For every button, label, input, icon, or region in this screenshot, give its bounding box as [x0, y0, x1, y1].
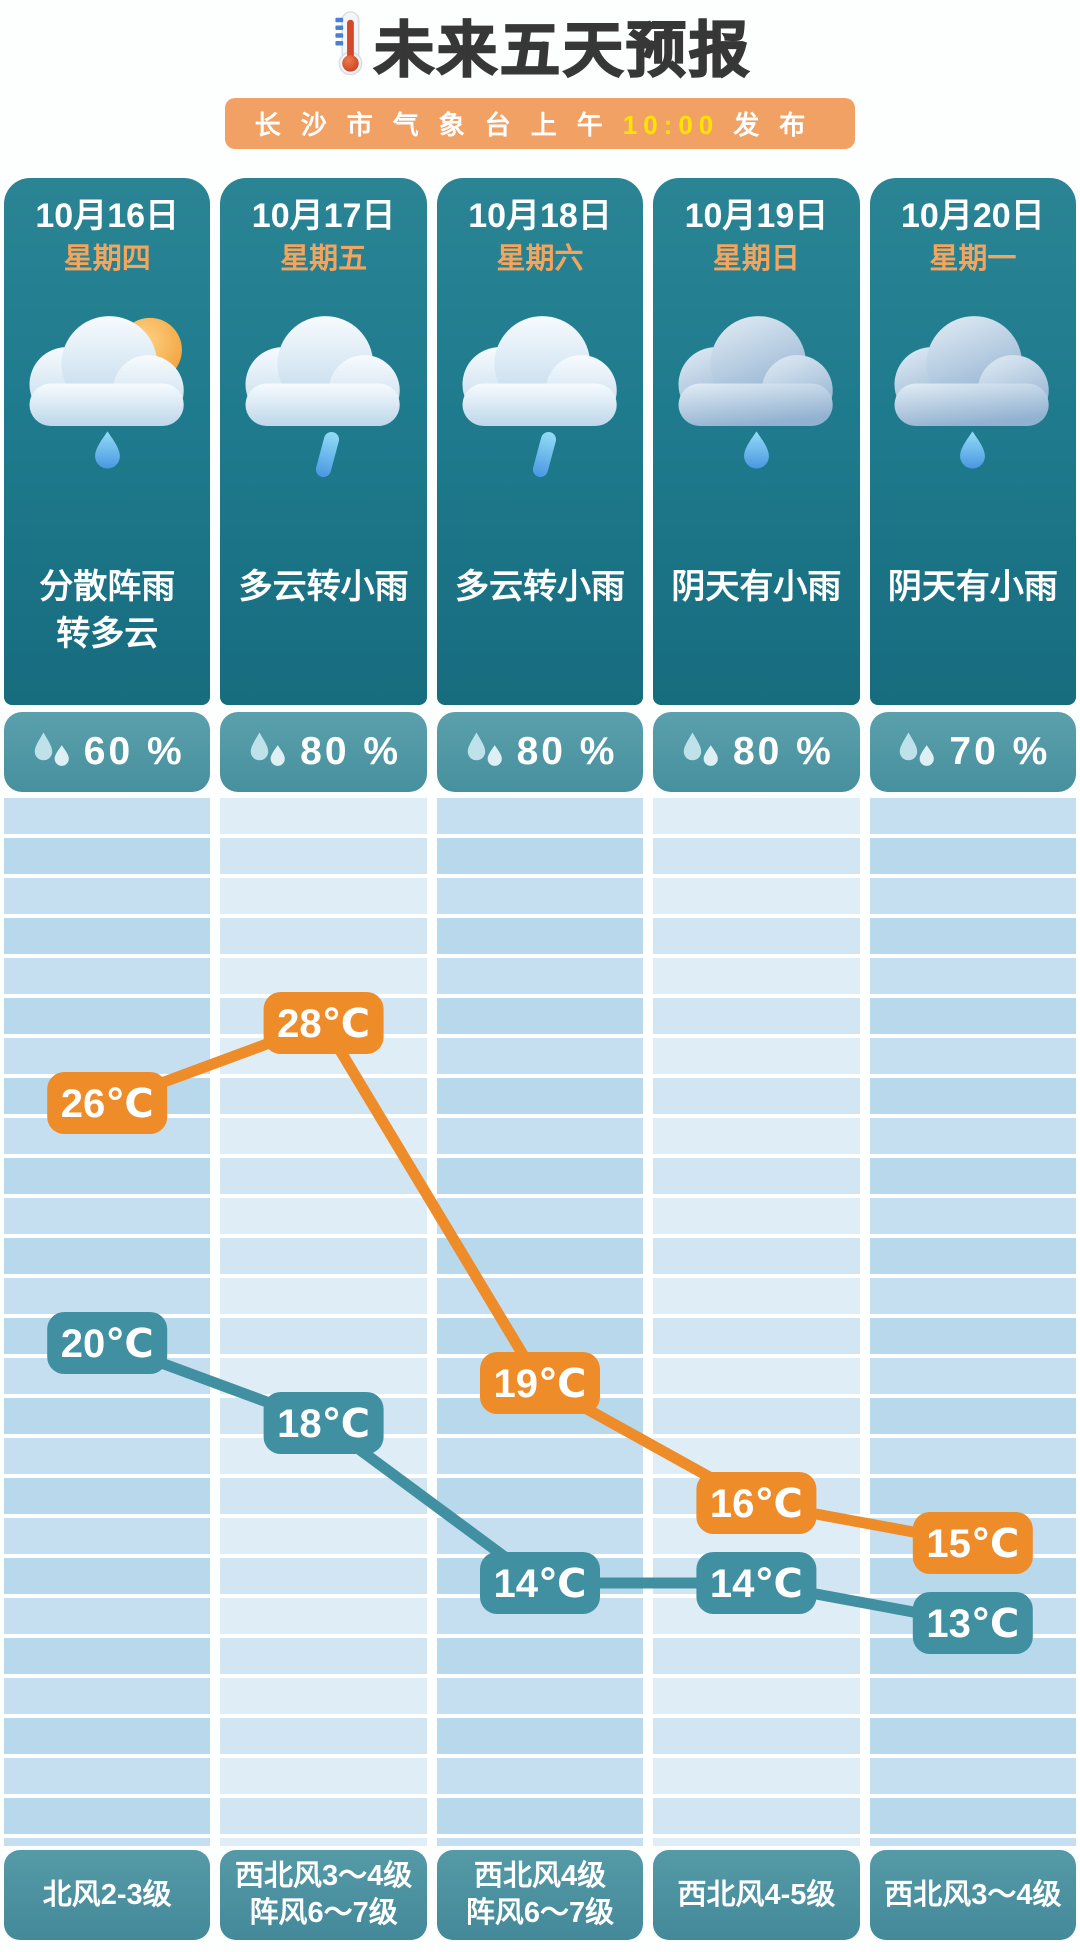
wind-label: 西北风3～4级: [869, 1850, 1077, 1940]
wind-label-line: 阵风6～7级: [465, 1897, 615, 1929]
chart-stripe-background: [4, 798, 1077, 1846]
cloud-light-rain-icon: [226, 286, 421, 496]
precipitation-probability-value: 80 %: [732, 730, 834, 773]
weather-description-line: 分散阵雨: [39, 568, 176, 606]
thermometer-icon: [328, 10, 370, 81]
weather-description: 阴天有小雨: [888, 564, 1058, 674]
weekday-label: 星期六: [496, 243, 584, 275]
weather-description-line: 多云转小雨: [238, 568, 409, 606]
weekday-label: 星期一: [929, 243, 1017, 275]
overcast-drizzle-icon: [875, 286, 1070, 496]
wind-label-line: 西北风4级: [473, 1860, 607, 1892]
wind-label-line: 北风2-3级: [42, 1878, 172, 1911]
date-label: 10月18日: [468, 197, 612, 235]
chart-column-background: [220, 798, 427, 1846]
cloud-light-rain-icon: [443, 286, 638, 496]
low-temp-label: 20℃: [47, 1312, 168, 1374]
svg-text:14℃: 14℃: [710, 1562, 803, 1606]
low-temp-label: 18℃: [263, 1392, 384, 1454]
high-temp-label: 26℃: [47, 1072, 168, 1134]
cloud-sun-rain-icon: [10, 286, 205, 496]
wind-label: 西北风4级阵风6～7级: [436, 1850, 644, 1940]
high-temp-line: [101, 1017, 979, 1549]
date-label: 10月16日: [35, 197, 180, 235]
svg-text:13℃: 13℃: [926, 1602, 1019, 1646]
weather-description: 阴天有小雨: [671, 564, 841, 674]
high-temp-label: 28℃: [263, 992, 384, 1054]
wind-label-line: 西北风4-5级: [677, 1878, 836, 1911]
header: 未来五天预报 长沙市气象台上午10:00 发布: [0, 0, 1080, 149]
precipitation-probability-badge: 80 %: [436, 712, 644, 792]
raindrops-icon: [30, 729, 76, 776]
weather-description-line: 阴天有小雨: [887, 568, 1058, 606]
low-temp-label: 14℃: [696, 1552, 817, 1614]
overcast-drizzle-icon: [659, 286, 854, 496]
page-title: 未来五天预报: [373, 16, 752, 85]
raindrops-icon: [246, 729, 292, 776]
weather-description: 分散阵雨 转多云: [39, 564, 175, 674]
precipitation-probability-value: 80 %: [300, 730, 402, 773]
wind-label-line: 西北风3～4级: [884, 1878, 1062, 1911]
weekday-label: 星期五: [280, 243, 368, 275]
low-temp-label: 13℃: [912, 1592, 1033, 1654]
svg-text:14℃: 14℃: [494, 1562, 587, 1606]
precipitation-probability-badge: 80 %: [220, 712, 427, 792]
high-temp-label: 15℃: [912, 1512, 1033, 1574]
svg-text:28℃: 28℃: [277, 1002, 370, 1046]
svg-text:18℃: 18℃: [277, 1402, 370, 1446]
date-label: 10月17日: [251, 197, 396, 235]
weather-description: 多云转小雨: [455, 564, 625, 674]
chart-column-background: [869, 798, 1077, 1846]
raindrops-icon: [679, 729, 725, 776]
publish-suffix: 发布: [733, 110, 826, 140]
low-temp-label: 14℃: [480, 1552, 600, 1614]
weekday-label: 星期四: [63, 243, 151, 275]
wind-label-line: 西北风3～4级: [234, 1860, 413, 1892]
svg-text:20℃: 20℃: [61, 1322, 154, 1366]
wind-label: 西北风3～4级 阵风6～7级: [220, 1850, 427, 1940]
forecast-day-card: 10月17日星期五 多云转小雨: [220, 178, 427, 705]
forecast-day-card: 10月18日星期六 多云转小雨: [436, 178, 644, 705]
temperature-lines: 26℃ 28℃ 19℃ 16℃ 15℃ 20℃ 18℃ 14℃ 14℃ 13℃: [47, 992, 1033, 1654]
publish-time: 10:00: [622, 110, 720, 140]
high-temp-label: 16℃: [696, 1472, 817, 1534]
humidity-row: 60 % 80 % 80 % 80 % 70 %: [4, 712, 1077, 792]
wind-label: 北风2-3级: [4, 1850, 211, 1940]
wind-row: 北风2-3级 西北风3～4级 阵风6～7级 西北风4级 阵风6～7级 西北风4-5级 西北风…: [4, 1850, 1077, 1940]
raindrops-icon: [895, 729, 941, 776]
forecast-cards-row: 10月16日 星期四 分散阵雨 转多云 10月17日 星期五 多云转小雨 10月18日 星期…: [4, 178, 1077, 705]
svg-text:19℃: 19℃: [494, 1362, 587, 1406]
title-row: 未来五天预报: [0, 2, 1080, 89]
date-label: 10月20日: [901, 197, 1045, 235]
chart-column-background: [436, 798, 644, 1846]
precipitation-probability-value: 70 %: [949, 730, 1051, 773]
temperature-chart: 26℃ 28℃ 19℃ 16℃ 15℃ 20℃ 18℃ 14℃ 14℃ 13℃: [0, 798, 1080, 1846]
raindrops-icon: [463, 729, 509, 776]
svg-text:15℃: 15℃: [926, 1522, 1019, 1566]
weather-description-line: 转多云: [56, 615, 159, 653]
forecast-day-card: 10月20日星期一 阴天有小雨: [869, 178, 1077, 705]
wind-label-line: 阵风6～7级: [249, 1897, 398, 1929]
date-label: 10月19日: [684, 197, 829, 235]
weather-description-line: 多云转小雨: [455, 568, 626, 606]
wind-label: 西北风4-5级: [653, 1850, 860, 1940]
svg-text:26℃: 26℃: [61, 1082, 154, 1126]
precipitation-probability-badge: 60 %: [4, 712, 211, 792]
weather-description: 多云转小雨: [239, 564, 409, 674]
forecast-day-card: 10月19日星期日 阴天有小雨: [653, 178, 860, 705]
high-temp-label: 19℃: [480, 1352, 600, 1414]
weather-description-line: 阴天有小雨: [671, 568, 842, 606]
svg-text:16℃: 16℃: [710, 1482, 803, 1526]
publisher-text: 长沙市气象台上午: [254, 110, 623, 140]
precipitation-probability-value: 80 %: [516, 730, 618, 773]
precipitation-probability-badge: 70 %: [869, 712, 1077, 792]
chart-column-background: [653, 798, 860, 1846]
publish-banner: 长沙市气象台上午10:00 发布: [224, 98, 856, 149]
precipitation-probability-value: 60 %: [83, 730, 185, 773]
weekday-label: 星期日: [712, 243, 800, 275]
forecast-day-card: 10月16日星期四 分散阵雨转多云: [4, 178, 211, 705]
precipitation-probability-badge: 80 %: [653, 712, 860, 792]
